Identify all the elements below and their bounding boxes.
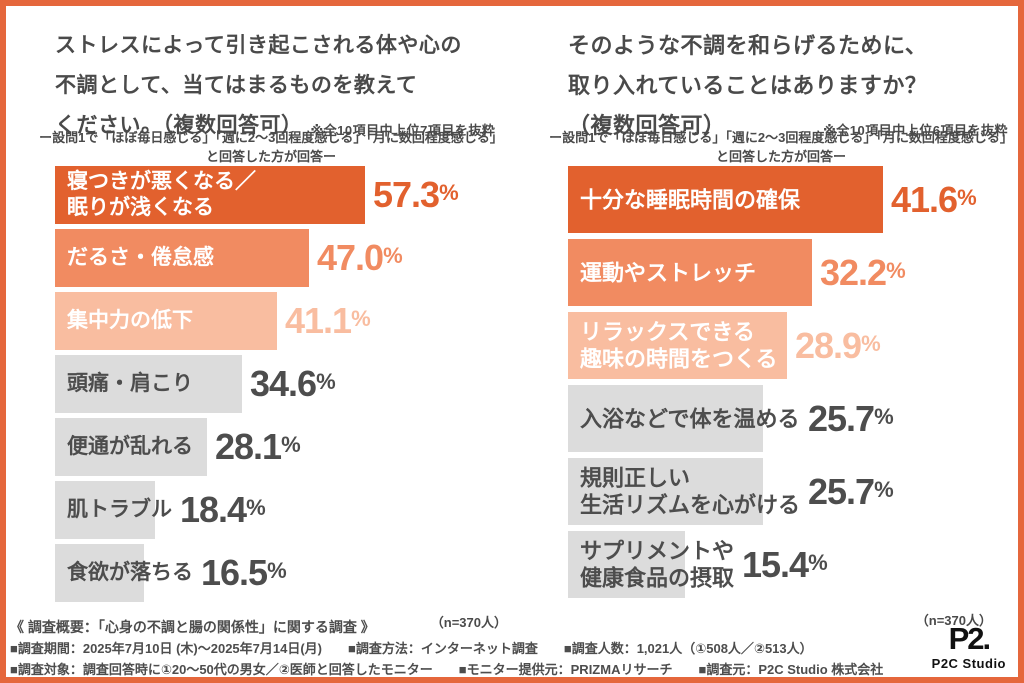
bar-row: サプリメントや 健康食品の摂取 15.4% [568,531,1014,598]
bar-row: 規則正しい 生活リズムを心がける 25.7% [568,458,1014,525]
chart-stress-symptoms: ストレスによって引き起こされる体や心の 不調として、当てはまるものを教えて くだ… [39,24,507,630]
bar-label: 集中力の低下 [67,308,193,332]
bar-label: 寝つきが悪くなる／ 眠りが浅くなる [67,169,256,219]
chart-title: ストレスによって引き起こされる体や心の 不調として、当てはまるものを教えて くだ… [55,26,507,146]
bar [568,312,787,379]
chart-title-line-text: （複数回答可） [568,113,726,138]
bar-value: 16.5% [201,552,287,593]
percent-unit: % [246,495,266,520]
p2c-logo-mark: P2. [948,621,992,656]
bar [568,458,763,525]
p2c-logo-name: P2C Studio [931,656,1006,671]
bar-value: 25.7% [808,397,894,439]
bar [55,544,144,602]
bar [55,229,309,287]
chart-note: ※全10項目中上位6項目を抜粋 [823,123,1008,138]
bar-label: 十分な睡眠時間の確保 [580,186,801,212]
percent-unit: % [808,549,828,575]
survey-overview-line: ■調査期間：2025年7月10日 (木)〜2025年7月14日(月) ■調査方法… [10,641,813,656]
bar-value: 28.1% [215,426,301,467]
bar-value: 15.4% [742,543,828,585]
chart-subtitle: ー設問1で「ほぼ毎日感じる」「週に2〜3回程度感じる」「月に数回程度感じる」 と… [549,130,1013,164]
bar-value: 41.6% [891,178,977,220]
bar-label: 運動やストレッチ [580,259,757,285]
p2c-logo: P2. P2C Studio [931,621,1006,672]
bar-row: 肌トラブル 18.4% [55,481,507,539]
bar [568,239,812,306]
bar-row: だるさ・倦怠感 47.0% [55,229,507,287]
sample-size-label: （n=370人） [915,613,992,628]
percent-unit: % [351,306,371,331]
bar [55,292,277,350]
bar-value: 47.0% [317,237,403,278]
sample-size-label: （n=370人） [430,615,507,630]
bar-label: リラックスできる 趣味の時間をつくる [580,319,778,372]
chart-title: そのような不調を和らげるために、 取り入れていることはありますか？ （複数回答可… [568,26,1014,146]
bar [568,531,685,598]
bar [55,418,207,476]
bar-value: 18.4% [180,489,266,530]
bar-label: 肌トラブル [67,497,172,521]
bar-label: 便通が乱れる [67,434,193,458]
chart-title-line: ストレスによって引き起こされる体や心の [55,34,462,57]
bar-row: 集中力の低下 41.1% [55,292,507,350]
bar [55,355,242,413]
bar-row: 寝つきが悪くなる／ 眠りが浅くなる 57.3% [55,166,507,224]
bar-value: 25.7% [808,470,894,512]
survey-overview: 《 調査概要：「心身の不調と腸の関係性」に関する調査 》 ■調査期間：2025年… [10,617,890,677]
bar-value: 57.3% [373,174,459,215]
bar [568,166,883,233]
percent-unit: % [861,330,881,356]
bar-row: 食欲が落ちる 16.5% [55,544,507,602]
bar-label: 入浴などで体を温める [580,405,800,431]
chart-note: ※全10項目中上位7項目を抜粋 [310,123,496,138]
survey-overview-title: 《 調査概要：「心身の不調と腸の関係性」に関する調査 》 [10,619,375,635]
bar-row: 頭痛・肩こり 34.6% [55,355,507,413]
survey-overview-line: ■調査対象：調査回答時に①20〜50代の男女／②医師と回答したモニター ■モニタ… [10,662,884,677]
chart-title-line: ください。（複数回答可） ※全10項目中上位7項目を抜粋 [55,106,507,146]
bar-label: サプリメントや 健康食品の摂取 [580,538,735,591]
percent-unit: % [439,180,459,205]
percent-unit: % [316,369,336,394]
bar-chart: 寝つきが悪くなる／ 眠りが浅くなる 57.3% だるさ・倦怠感 47.0% 集中… [55,166,507,607]
bar [568,385,763,452]
bar-row: リラックスできる 趣味の時間をつくる 28.9% [568,312,1014,379]
bar-label: 食欲が落ちる [67,560,193,584]
bar-row: 十分な睡眠時間の確保 41.6% [568,166,1014,233]
bar-row: 便通が乱れる 28.1% [55,418,507,476]
chart-title-line: 不調として、当てはまるものを教えて [55,74,418,97]
bar [55,481,155,539]
chart-title-line: 取り入れていることはありますか？ [568,73,928,98]
percent-unit: % [267,558,287,583]
chart-title-line: （複数回答可） ※全10項目中上位6項目を抜粋 [568,106,1014,146]
percent-unit: % [874,476,894,502]
bar-label: 規則正しい 生活リズムを心がける [580,465,801,518]
bar-label: 頭痛・肩こり [67,371,193,395]
chart-subtitle: ー設問1で「ほぼ毎日感じる」「週に2〜3回程度感じる」「月に数回程度感じる」 と… [39,130,503,164]
percent-unit: % [957,184,977,210]
chart-title-line: そのような不調を和らげるために、 [568,33,928,58]
percent-unit: % [383,243,403,268]
bar-value: 32.2% [820,251,906,293]
bar-chart: 十分な睡眠時間の確保 41.6% 運動やストレッチ 32.2% リラックスできる… [568,166,1014,604]
percent-unit: % [874,403,894,429]
bar-row: 運動やストレッチ 32.2% [568,239,1014,306]
bar-label: だるさ・倦怠感 [67,245,214,269]
percent-unit: % [886,257,906,283]
bar-value: 41.1% [285,300,371,341]
chart-relief-measures: そのような不調を和らげるために、 取り入れていることはありますか？ （複数回答可… [549,24,1014,628]
bar-row: 入浴などで体を温める 25.7% [568,385,1014,452]
bar [55,166,365,224]
bar-value: 28.9% [795,324,881,366]
chart-title-line-text: ください。（複数回答可） [55,114,303,137]
percent-unit: % [281,432,301,457]
bar-value: 34.6% [250,363,336,404]
